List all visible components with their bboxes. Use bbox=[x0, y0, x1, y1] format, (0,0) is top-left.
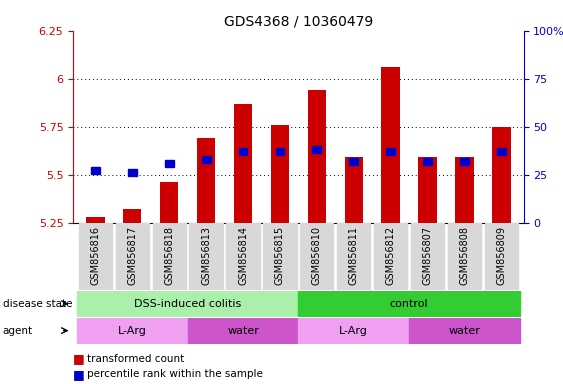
Bar bbox=[455, 157, 473, 223]
Text: ■: ■ bbox=[73, 368, 85, 381]
Text: GSM856810: GSM856810 bbox=[312, 226, 322, 285]
Text: water: water bbox=[449, 326, 480, 336]
Bar bbox=[263, 223, 297, 290]
Bar bbox=[239, 148, 248, 155]
Bar bbox=[423, 158, 432, 165]
Bar bbox=[160, 182, 178, 223]
Bar bbox=[312, 146, 321, 153]
Bar bbox=[448, 223, 481, 290]
Text: GSM856811: GSM856811 bbox=[348, 226, 359, 285]
Bar bbox=[411, 223, 444, 290]
Bar bbox=[77, 318, 187, 343]
Bar bbox=[115, 223, 149, 290]
Bar bbox=[190, 223, 223, 290]
Bar bbox=[165, 160, 173, 167]
Bar bbox=[386, 148, 395, 155]
Bar bbox=[418, 157, 437, 223]
Bar bbox=[77, 291, 298, 316]
Bar bbox=[460, 158, 469, 165]
Bar bbox=[234, 104, 252, 223]
Text: GSM856808: GSM856808 bbox=[459, 226, 470, 285]
Bar bbox=[307, 90, 326, 223]
Bar bbox=[345, 157, 363, 223]
Text: GSM856812: GSM856812 bbox=[386, 226, 396, 285]
Text: GSM856809: GSM856809 bbox=[497, 226, 507, 285]
Bar bbox=[349, 158, 358, 165]
Bar bbox=[497, 148, 506, 155]
Bar bbox=[226, 223, 260, 290]
Bar bbox=[271, 125, 289, 223]
Bar bbox=[485, 223, 518, 290]
Text: percentile rank within the sample: percentile rank within the sample bbox=[87, 369, 263, 379]
Bar bbox=[153, 223, 186, 290]
Text: transformed count: transformed count bbox=[87, 354, 185, 364]
Text: agent: agent bbox=[3, 326, 33, 336]
Bar bbox=[300, 223, 333, 290]
Text: GSM856814: GSM856814 bbox=[238, 226, 248, 285]
Text: L-Arg: L-Arg bbox=[339, 326, 368, 336]
Bar bbox=[298, 291, 520, 316]
Bar bbox=[409, 318, 520, 343]
Text: DSS-induced colitis: DSS-induced colitis bbox=[134, 299, 242, 309]
Bar bbox=[197, 138, 215, 223]
Bar bbox=[382, 67, 400, 223]
Bar bbox=[275, 148, 284, 155]
Text: GSM856818: GSM856818 bbox=[164, 226, 174, 285]
Text: GSM856817: GSM856817 bbox=[127, 226, 137, 285]
Text: GSM856807: GSM856807 bbox=[423, 226, 432, 285]
Text: GSM856815: GSM856815 bbox=[275, 226, 285, 285]
Bar bbox=[187, 318, 298, 343]
Text: GSM856816: GSM856816 bbox=[90, 226, 100, 285]
Text: ■: ■ bbox=[73, 353, 85, 366]
Bar bbox=[79, 223, 112, 290]
Text: water: water bbox=[227, 326, 259, 336]
Bar bbox=[492, 127, 511, 223]
Bar bbox=[91, 167, 100, 174]
Text: L-Arg: L-Arg bbox=[118, 326, 147, 336]
Text: GSM856813: GSM856813 bbox=[201, 226, 211, 285]
Bar bbox=[337, 223, 370, 290]
Bar bbox=[374, 223, 407, 290]
Bar bbox=[86, 217, 105, 223]
Text: control: control bbox=[390, 299, 428, 309]
Bar bbox=[123, 209, 141, 223]
Title: GDS4368 / 10360479: GDS4368 / 10360479 bbox=[224, 14, 373, 28]
Bar bbox=[128, 169, 137, 176]
Bar bbox=[202, 156, 211, 163]
Text: disease state: disease state bbox=[3, 299, 72, 309]
Bar bbox=[298, 318, 409, 343]
